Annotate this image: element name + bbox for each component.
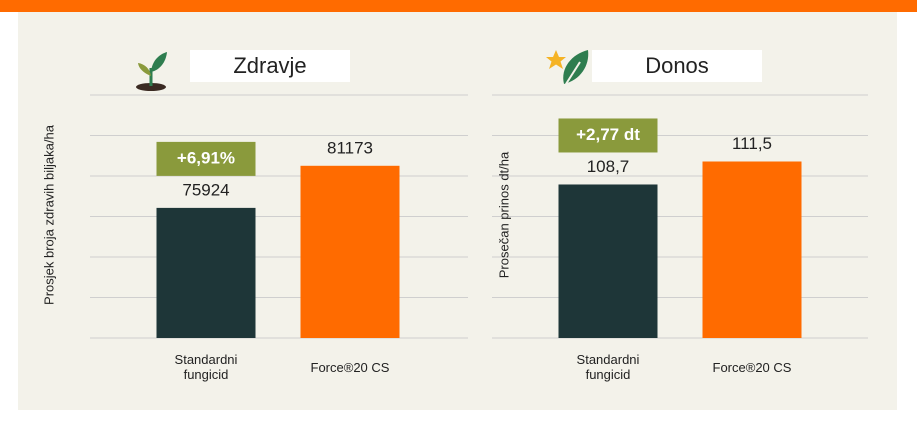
chart-title: Zdravje: [233, 53, 306, 78]
chart-title: Donos: [645, 53, 709, 78]
value-label: 108,7: [587, 157, 630, 176]
bar: [702, 161, 802, 338]
bar: [558, 184, 658, 338]
x-tick-label-box: Force®20 CS: [310, 360, 390, 375]
annotation: +6,91%: [177, 148, 235, 167]
x-tick-label: Force®20 CS: [310, 360, 390, 375]
x-tick-label-box: Force®20 CS: [712, 360, 792, 375]
bar: [300, 165, 400, 338]
y-axis-label: Prosjek broja zdravih biljaka/ha: [41, 124, 56, 305]
value-label: 81173: [327, 138, 373, 157]
top-bar: [0, 0, 917, 12]
annotation: +2,77 dt: [576, 125, 640, 144]
x-tick-label: Force®20 CS: [712, 360, 792, 375]
value-label: 111,5: [732, 134, 772, 153]
y-axis-label: Prosečan prinos dt/ha: [496, 151, 511, 278]
title-box: [592, 50, 762, 82]
bar: [156, 207, 256, 338]
title-box: [190, 50, 350, 82]
value-label: 75924: [182, 180, 229, 199]
annotation-badge: [156, 141, 256, 176]
x-tick-label: Standardni fungicid: [576, 352, 640, 382]
star-leaf-icon: [546, 50, 589, 85]
annotation-badge: [558, 118, 658, 153]
plant-icon: [136, 52, 167, 91]
x-tick-label-box: Standardni fungicid: [576, 352, 640, 382]
x-tick-label: Standardni fungicid: [174, 352, 238, 382]
x-tick-label-box: Standardni fungicid: [174, 352, 238, 382]
